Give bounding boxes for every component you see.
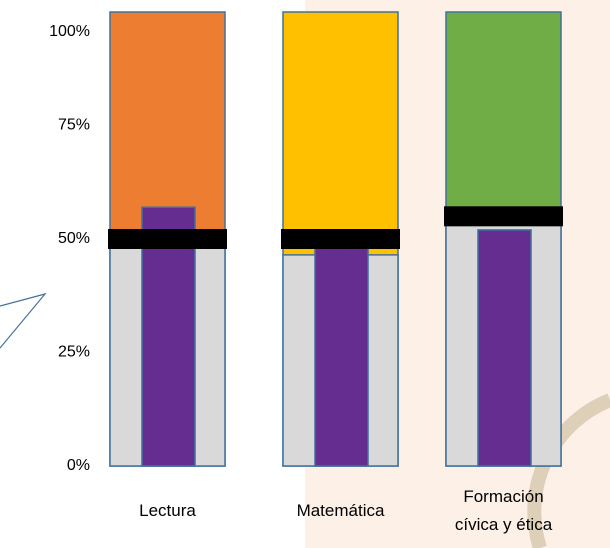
callout: [0, 292, 47, 349]
y-tick-label: 100%: [49, 23, 90, 40]
y-tick-label: 25%: [58, 344, 90, 361]
value-bar: [141, 206, 196, 467]
x-tick-label: Lectura: [139, 501, 196, 520]
x-tick-label: Formación cívica y ética: [454, 487, 553, 534]
y-tick-label: 50%: [58, 230, 90, 247]
target-marker: [444, 206, 563, 227]
value-bar: [314, 247, 369, 467]
target-marker: [108, 229, 227, 249]
x-tick-label: Matemática: [296, 501, 385, 520]
value-bar: [477, 229, 532, 467]
y-tick-label: 75%: [58, 117, 90, 134]
target-marker: [281, 229, 400, 249]
y-tick-label: 0%: [67, 457, 90, 474]
